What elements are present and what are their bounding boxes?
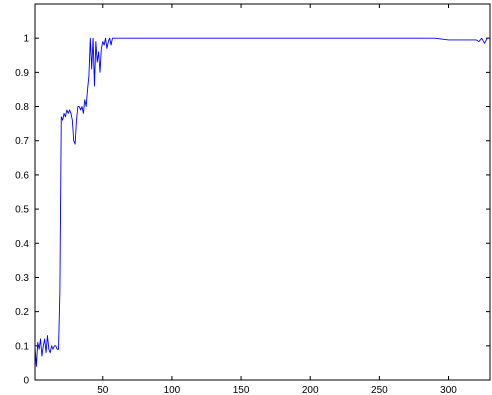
x-tick-label: 300	[440, 385, 457, 395]
y-tick-label: 0.6	[15, 170, 29, 181]
y-tick-label: 0.1	[15, 341, 29, 352]
y-tick-label: 0	[23, 376, 29, 387]
y-tick-label: 0.2	[15, 307, 29, 318]
x-tick-label: 50	[97, 385, 109, 395]
x-tick-label: 200	[302, 385, 319, 395]
x-tick-label: 250	[371, 385, 388, 395]
x-tick-label: 100	[164, 385, 181, 395]
y-tick-label: 1	[23, 34, 29, 45]
y-axis-tick-labels: 0 0.1 0.2 0.3 0.4 0.5 0.6 0.7 0.8 0.9 1	[15, 34, 29, 387]
y-tick-label: 0.9	[15, 68, 29, 79]
y-tick-label: 0.4	[15, 239, 29, 250]
y-tick-label: 0.5	[15, 205, 29, 216]
x-axis-ticks	[102, 4, 450, 380]
plot-area-frame	[34, 3, 491, 381]
y-tick-label: 0.8	[15, 102, 29, 113]
x-axis-tick-labels: 50 100 150 200 250 300	[97, 385, 457, 395]
x-tick-label: 150	[233, 385, 250, 395]
y-tick-label: 0.3	[15, 273, 29, 284]
series-line-0	[34, 37, 490, 367]
series-group	[34, 37, 490, 367]
y-tick-label: 0.7	[15, 136, 29, 147]
